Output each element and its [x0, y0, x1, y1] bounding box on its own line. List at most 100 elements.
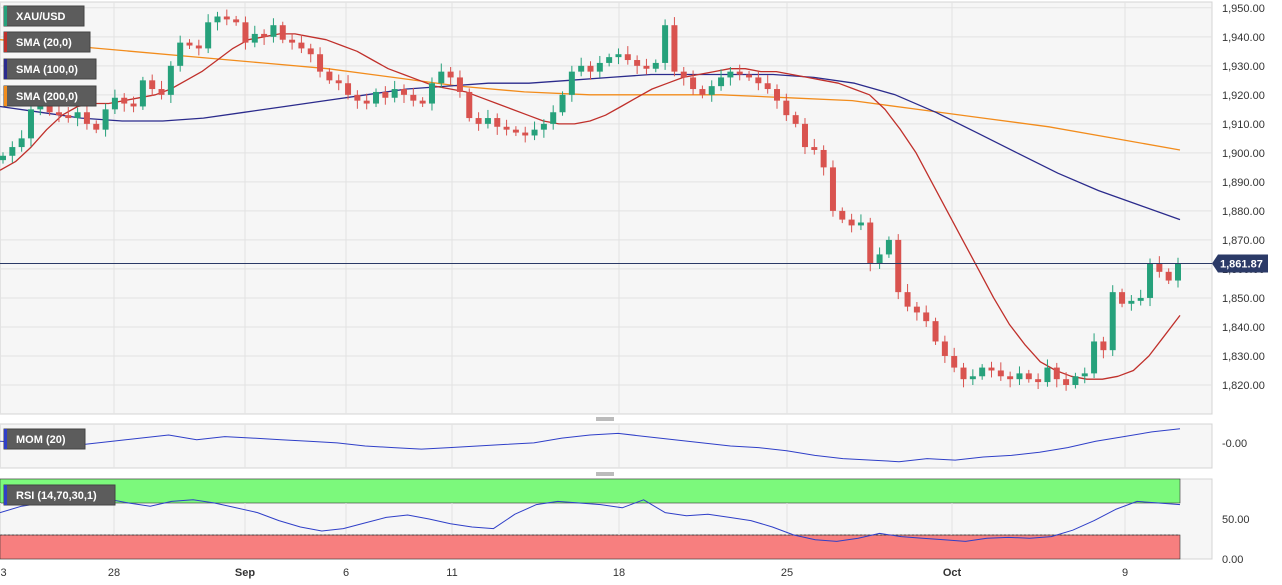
candle: [764, 75, 771, 94]
rsi-overbought-zone: [0, 478, 1181, 504]
candle: [167, 61, 174, 103]
candle: [1081, 367, 1088, 384]
candle: [1119, 288, 1126, 308]
candle: [102, 103, 109, 137]
legend-mom-label: MOM (20): [16, 434, 66, 446]
candle: [885, 236, 892, 258]
candle: [969, 369, 976, 385]
candle: [83, 105, 90, 130]
candle: [456, 70, 463, 98]
candle: [727, 66, 734, 86]
candle: [27, 104, 34, 147]
rsi-line: [0, 498, 1181, 542]
price-y-tick: 1,820.00: [1222, 380, 1265, 392]
candle: [634, 55, 641, 74]
candle: [540, 119, 547, 138]
candle: [503, 119, 510, 136]
rsi-path: [0, 498, 1181, 542]
candle: [867, 217, 874, 272]
x-tick: 28: [108, 567, 120, 579]
candle: [317, 47, 324, 78]
candle: [615, 48, 622, 65]
legend-rsi[interactable]: RSI (14,70,30,1): [3, 484, 116, 506]
candle: [279, 21, 286, 44]
candle: [1035, 373, 1042, 390]
candle: [1072, 372, 1079, 389]
legend-price-label: XAU/USD: [16, 11, 66, 23]
candle: [447, 66, 454, 86]
candle: [1147, 258, 1154, 307]
candle: [1156, 256, 1163, 278]
candle: [792, 111, 799, 128]
candle: [307, 43, 314, 63]
candle: [354, 90, 361, 109]
candle: [242, 16, 249, 50]
x-tick: Sep: [235, 567, 255, 579]
legend-sma100-label: SMA (100,0): [16, 64, 78, 76]
candle: [997, 362, 1004, 381]
candle: [559, 91, 566, 116]
candle: [93, 120, 100, 134]
candle: [662, 19, 669, 70]
rsi-panel: [0, 478, 1213, 560]
candle: [820, 145, 827, 176]
candle: [363, 93, 370, 110]
candle: [531, 121, 538, 141]
candle: [643, 58, 650, 75]
candle: [233, 15, 240, 26]
candle: [74, 107, 81, 127]
last-price-badge: 1,861.87: [1212, 254, 1268, 273]
rsi-y-tick: 0.00: [1222, 554, 1243, 566]
candle: [177, 35, 184, 72]
legend-price[interactable]: XAU/USD: [3, 5, 85, 27]
candle: [690, 70, 697, 95]
price-y-tick: 1,880.00: [1222, 206, 1265, 218]
price-panel: [0, 1, 1213, 415]
mom-splitter-handle[interactable]: [596, 417, 614, 421]
price-y-tick: 1,870.00: [1222, 235, 1265, 247]
rsi-splitter-handle[interactable]: [596, 472, 614, 476]
candle: [876, 247, 883, 269]
legend-sma200[interactable]: SMA (200,0): [3, 85, 97, 107]
mom-y-tick: -0.00: [1222, 438, 1247, 450]
candle: [811, 138, 818, 155]
candle: [783, 93, 790, 121]
candle: [466, 88, 473, 122]
candle: [186, 39, 193, 50]
price-y-tick: 1,920.00: [1222, 90, 1265, 102]
candle: [746, 71, 753, 81]
candle: [1016, 366, 1023, 385]
candle: [261, 29, 268, 45]
candle: [652, 59, 659, 73]
candle: [419, 97, 426, 108]
candle: [774, 84, 781, 109]
candle: [1025, 369, 1032, 383]
candle: [923, 305, 930, 327]
price-y-tick: 1,910.00: [1222, 119, 1265, 131]
candle: [214, 11, 221, 31]
sma200-path: [0, 39, 1181, 151]
legend-sma20[interactable]: SMA (20,0): [3, 31, 91, 53]
candle: [373, 88, 380, 108]
candles: [0, 9, 1181, 391]
legend-rsi-label: RSI (14,70,30,1): [16, 490, 97, 502]
candle: [1128, 295, 1135, 311]
legend-mom[interactable]: MOM (20): [3, 428, 86, 450]
candle: [550, 105, 557, 130]
candle: [979, 364, 986, 380]
legend-sma100[interactable]: SMA (100,0): [3, 58, 97, 80]
candle: [941, 335, 948, 363]
candle: [139, 76, 146, 110]
candle: [1063, 372, 1070, 391]
x-tick: 18: [613, 567, 625, 579]
candle: [149, 74, 156, 97]
candle: [484, 109, 491, 129]
candle: [270, 18, 277, 43]
price-y-tick: 1,890.00: [1222, 177, 1265, 189]
candle: [9, 141, 16, 163]
candle: [736, 64, 743, 81]
candle: [857, 214, 864, 231]
legend-sma200-label: SMA (200,0): [16, 91, 78, 103]
candle: [195, 39, 202, 56]
